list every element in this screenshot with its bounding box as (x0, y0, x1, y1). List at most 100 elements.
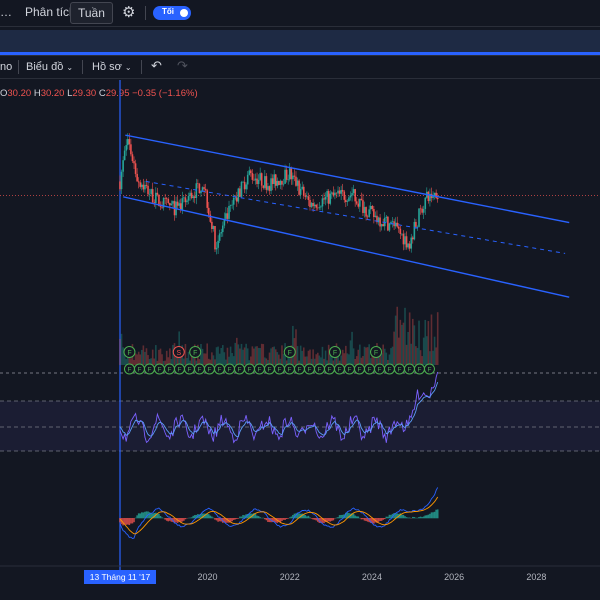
macd-histogram-bar (408, 517, 411, 519)
macd-histogram-bar (324, 518, 327, 523)
event-marker-label: F (297, 367, 301, 374)
volume-bar (338, 360, 341, 365)
candle-body (242, 181, 244, 183)
candle-body (362, 200, 364, 213)
candle-body (309, 200, 311, 207)
candle-body (226, 213, 229, 219)
candle-body (243, 181, 246, 190)
macd-histogram-bar (288, 517, 291, 519)
macd-histogram-bar (383, 518, 386, 520)
candle-body (298, 180, 300, 195)
macd-histogram-bar (215, 518, 218, 521)
volume-bar (295, 329, 297, 365)
macd-histogram-bar (278, 518, 280, 523)
volume-bar (296, 346, 299, 365)
chart-menu[interactable]: Biểu đồ ⌄ (26, 61, 73, 73)
candle-body (304, 195, 307, 197)
chart-menu-label: Biểu đồ (26, 61, 64, 73)
volume-bar (407, 332, 409, 365)
candle-body (181, 198, 184, 211)
profile-menu[interactable]: Hồ sơ ⌄ (92, 61, 132, 73)
divider (112, 6, 113, 20)
volume-bar (159, 348, 162, 365)
candle-body (187, 196, 190, 201)
volume-bar (204, 353, 207, 365)
event-marker-label: F (347, 367, 351, 374)
high-value: 30.20 (40, 88, 65, 99)
macd-histogram-bar (209, 515, 212, 519)
candle-body (292, 175, 294, 180)
volume-bar (351, 331, 353, 365)
candle-body (131, 154, 134, 162)
macd-histogram-bar (231, 518, 233, 522)
rsi-line (119, 371, 439, 444)
macd-histogram-bar (181, 518, 184, 522)
candle-body (156, 192, 159, 195)
candle-body (215, 247, 218, 250)
volume-bar (228, 356, 230, 365)
macd-histogram-bar (365, 518, 367, 522)
volume-bar (281, 345, 283, 365)
candle-body (123, 150, 126, 161)
candle-body (179, 203, 182, 211)
candle-body (253, 179, 255, 181)
rsi-band (0, 401, 600, 451)
candle-body (221, 225, 224, 233)
candle-body (345, 199, 347, 202)
candle-body (315, 204, 318, 208)
candle-body (158, 194, 160, 207)
volume-bar (128, 354, 131, 365)
partial-menu-item[interactable]: … (0, 5, 12, 19)
candle-body (155, 192, 157, 204)
candle-body (236, 197, 238, 202)
candle-body (354, 189, 356, 202)
volume-bar (309, 349, 311, 365)
partial-toolbar-item[interactable]: no (0, 61, 13, 73)
macd-histogram-bar (287, 518, 289, 519)
candle-body (334, 192, 336, 196)
volume-bar (323, 358, 325, 365)
macd-histogram-bar (192, 515, 194, 519)
macd-histogram-bar (387, 516, 389, 519)
candle-body (254, 178, 257, 181)
undo-icon[interactable]: ↶ (151, 58, 162, 73)
candle-body (259, 173, 261, 180)
volume-bar (242, 349, 244, 365)
macd-histogram-bar (234, 518, 237, 520)
candle-body (147, 185, 149, 195)
tab-week[interactable]: Tuần (70, 2, 113, 24)
dark-mode-toggle[interactable]: Tối (153, 6, 191, 20)
event-marker-label: F (187, 367, 191, 374)
macd-histogram-bar (293, 513, 296, 519)
macd-histogram-bar (236, 518, 238, 519)
event-marker-label: F (417, 367, 421, 374)
menu-analysis[interactable]: Phân tích (25, 5, 76, 19)
macd-histogram-bar (257, 516, 260, 519)
candle-body (341, 189, 344, 192)
event-marker-label: F (387, 367, 391, 374)
volume-bar (259, 348, 261, 365)
volume-bar (396, 306, 399, 365)
gear-icon[interactable]: ⚙ (122, 4, 136, 21)
volume-bar (426, 336, 428, 365)
candle-body (170, 203, 173, 206)
candle-body (377, 217, 380, 223)
candle-body (211, 221, 213, 230)
macd-histogram-bar (385, 516, 388, 519)
candle-body (246, 174, 249, 185)
redo-icon[interactable]: ↷ (177, 58, 188, 73)
chart-canvas[interactable]: F S F F F FF F F F F F F F F F F F F F F F F F F F F F F F F F F F F F F202… (0, 80, 600, 600)
macd-histogram-bar (274, 518, 277, 523)
macd-histogram-bar (169, 518, 171, 521)
volume-bar (186, 358, 188, 365)
candle-body (288, 168, 291, 180)
volume-bar (313, 358, 316, 365)
macd-histogram-bar (126, 518, 129, 525)
volume-bar (292, 325, 294, 365)
volume-bar (394, 315, 397, 365)
macd-histogram-bar (390, 514, 392, 519)
macd-histogram-bar (142, 512, 145, 519)
divider (141, 60, 142, 74)
candle-body (260, 173, 263, 186)
candle-body (394, 222, 397, 227)
